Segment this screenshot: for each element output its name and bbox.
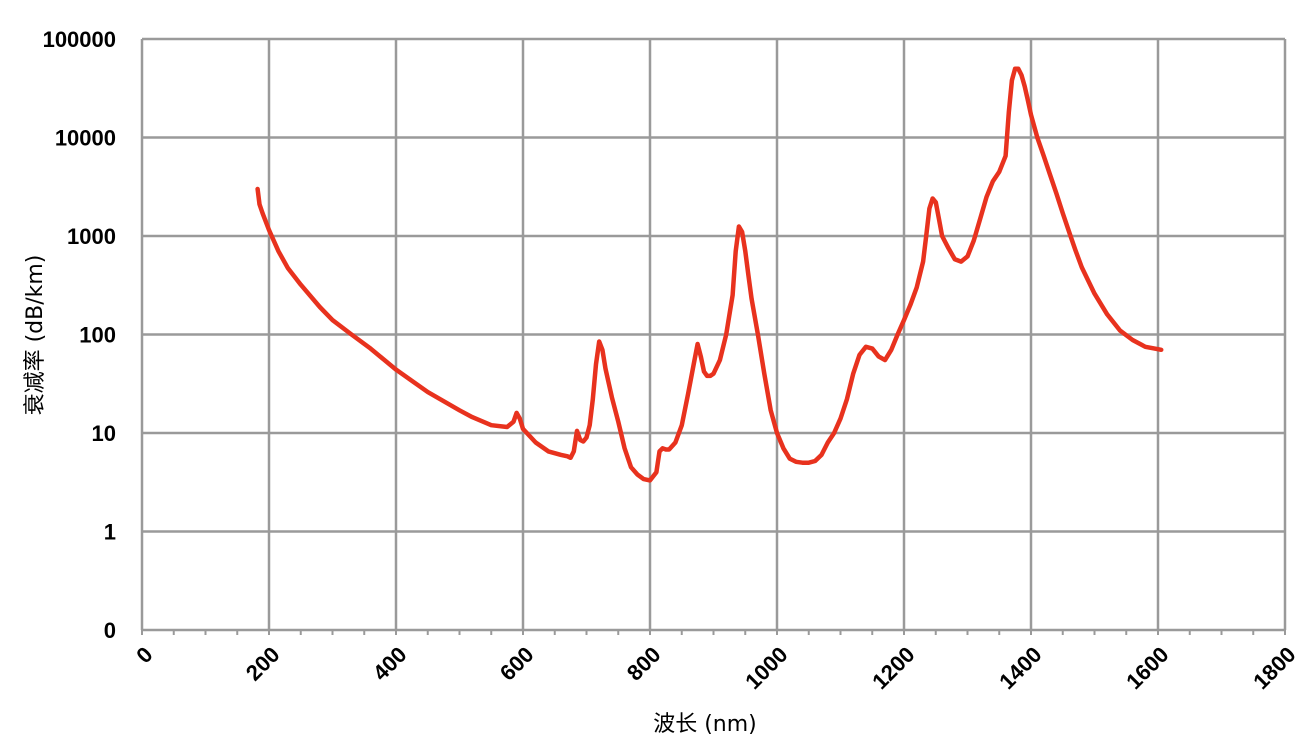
y-tick-label: 100 (79, 323, 116, 348)
x-axis: 0 200 400 600 800 1000 1200 1400 1600 1800 (131, 630, 1301, 694)
x-tick-label: 0 (131, 642, 157, 668)
y-tick-label: 100000 (43, 27, 116, 52)
x-tick-label: 400 (368, 642, 412, 686)
x-tick-label: 200 (241, 642, 285, 686)
y-tick-label: 10000 (55, 126, 116, 151)
y-tick-label: 1000 (67, 224, 116, 249)
y-axis-title: 衰减率 (dB/km) (23, 255, 48, 416)
y-tick-label: 1 (104, 520, 116, 545)
x-tick-label: 1400 (994, 642, 1046, 694)
x-axis-title: 波长 (nm) (653, 712, 757, 737)
x-tick-label: 1600 (1121, 642, 1173, 694)
x-tick-label: 1800 (1248, 642, 1300, 694)
x-tick-label: 600 (495, 642, 539, 686)
x-tick-label: 800 (622, 642, 666, 686)
attenuation-series-line (255, 66, 1164, 483)
y-tick-label: 10 (92, 421, 116, 446)
y-tick-label: 0 (104, 618, 116, 643)
x-tick-label: 1200 (867, 642, 919, 694)
y-axis: 0 1 10 100 1000 10000 100000 (43, 27, 116, 643)
x-tick-label: 1000 (740, 642, 792, 694)
grid (140, 37, 1287, 632)
